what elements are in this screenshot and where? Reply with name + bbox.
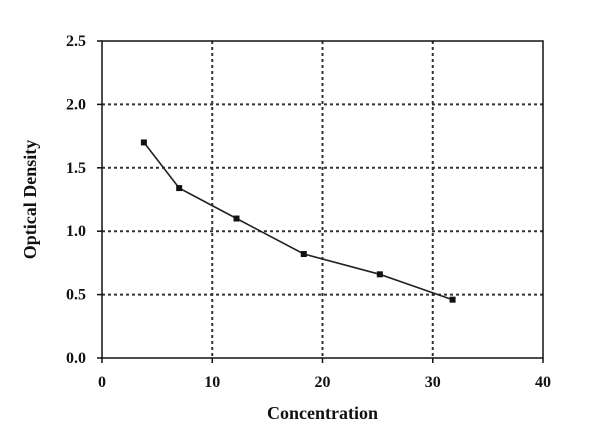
axis-ticks: 0 10 20 30 40 0.0 0.5 1.0 1.5 2.0 2.5 xyxy=(66,33,551,391)
data-point-marker xyxy=(300,251,307,258)
y-axis-title: Optical Density xyxy=(20,140,40,260)
data-point-marker xyxy=(449,296,456,303)
y-tick-label: 1.0 xyxy=(66,223,86,240)
y-tick-label: 1.5 xyxy=(66,160,86,177)
y-tick-label: 0.5 xyxy=(66,287,86,304)
data-point-marker xyxy=(233,215,240,222)
grid-lines xyxy=(102,41,543,358)
series-line xyxy=(143,141,453,301)
data-series xyxy=(140,139,456,303)
x-tick-label: 10 xyxy=(204,374,220,391)
x-axis-title: Concentration xyxy=(267,403,378,423)
y-tick-label: 2.0 xyxy=(66,96,86,113)
x-tick-label: 30 xyxy=(425,374,441,391)
y-tick-label: 2.5 xyxy=(66,33,86,50)
x-tick-label: 0 xyxy=(98,374,106,391)
data-point-marker xyxy=(376,271,383,278)
data-point-marker xyxy=(140,139,147,146)
x-tick-label: 40 xyxy=(535,374,551,391)
x-tick-label: 20 xyxy=(315,374,331,391)
data-point-marker xyxy=(176,185,183,192)
y-tick-label: 0.0 xyxy=(66,350,86,367)
